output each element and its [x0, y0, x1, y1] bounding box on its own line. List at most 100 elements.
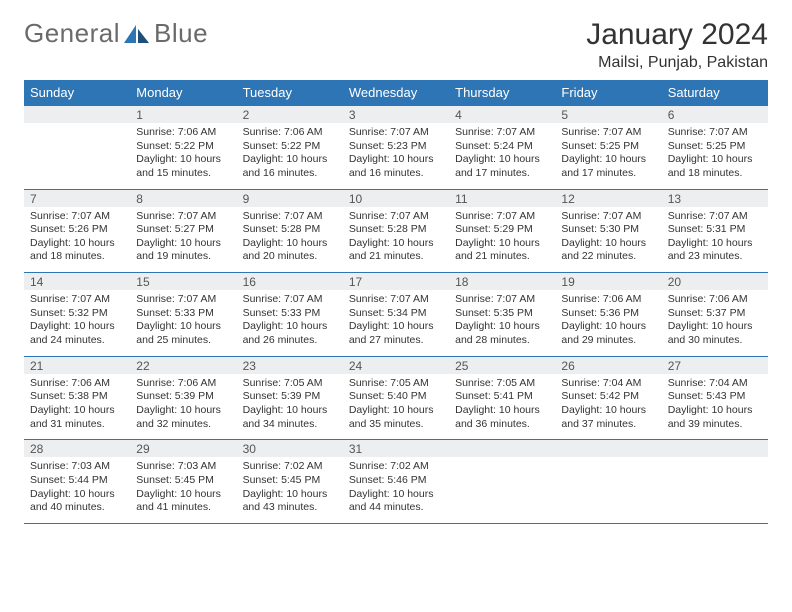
daylight-text: Daylight: 10 hours and 37 minutes.	[561, 404, 655, 431]
sunrise-text: Sunrise: 7:05 AM	[455, 377, 549, 391]
sunrise-text: Sunrise: 7:06 AM	[668, 293, 762, 307]
day-detail: Sunrise: 7:07 AMSunset: 5:35 PMDaylight:…	[449, 290, 555, 356]
day-detail: Sunrise: 7:05 AMSunset: 5:40 PMDaylight:…	[343, 374, 449, 440]
logo-text-blue: Blue	[154, 18, 208, 49]
dow-thursday: Thursday	[449, 80, 555, 106]
calendar-table: Sunday Monday Tuesday Wednesday Thursday…	[24, 80, 768, 524]
day-detail: Sunrise: 7:07 AMSunset: 5:25 PMDaylight:…	[662, 123, 768, 189]
day-detail: Sunrise: 7:07 AMSunset: 5:33 PMDaylight:…	[130, 290, 236, 356]
day-number: 4	[449, 106, 555, 124]
sunset-text: Sunset: 5:37 PM	[668, 307, 762, 321]
day-number: 26	[555, 356, 661, 374]
day-number: 3	[343, 106, 449, 124]
day-detail: Sunrise: 7:07 AMSunset: 5:33 PMDaylight:…	[237, 290, 343, 356]
logo-text-general: General	[24, 18, 120, 49]
daylight-text: Daylight: 10 hours and 23 minutes.	[668, 237, 762, 264]
sunrise-text: Sunrise: 7:03 AM	[136, 460, 230, 474]
daylight-text: Daylight: 10 hours and 31 minutes.	[30, 404, 124, 431]
day-detail: Sunrise: 7:07 AMSunset: 5:23 PMDaylight:…	[343, 123, 449, 189]
daylight-text: Daylight: 10 hours and 39 minutes.	[668, 404, 762, 431]
dow-monday: Monday	[130, 80, 236, 106]
day-number: 19	[555, 273, 661, 291]
sunrise-text: Sunrise: 7:07 AM	[243, 293, 337, 307]
sunrise-text: Sunrise: 7:07 AM	[30, 210, 124, 224]
day-number: 10	[343, 189, 449, 207]
sunset-text: Sunset: 5:22 PM	[136, 140, 230, 154]
daylight-text: Daylight: 10 hours and 34 minutes.	[243, 404, 337, 431]
day-detail	[449, 457, 555, 523]
day-detail: Sunrise: 7:05 AMSunset: 5:41 PMDaylight:…	[449, 374, 555, 440]
sunrise-text: Sunrise: 7:02 AM	[243, 460, 337, 474]
detail-row: Sunrise: 7:03 AMSunset: 5:44 PMDaylight:…	[24, 457, 768, 523]
day-detail	[555, 457, 661, 523]
day-detail: Sunrise: 7:06 AMSunset: 5:22 PMDaylight:…	[237, 123, 343, 189]
day-number: 31	[343, 440, 449, 458]
day-number: 23	[237, 356, 343, 374]
sunrise-text: Sunrise: 7:04 AM	[561, 377, 655, 391]
header: General Blue January 2024 Mailsi, Punjab…	[24, 18, 768, 72]
day-number: 30	[237, 440, 343, 458]
sunrise-text: Sunrise: 7:06 AM	[136, 377, 230, 391]
day-detail: Sunrise: 7:06 AMSunset: 5:36 PMDaylight:…	[555, 290, 661, 356]
sunset-text: Sunset: 5:33 PM	[243, 307, 337, 321]
day-number: 5	[555, 106, 661, 124]
sunset-text: Sunset: 5:30 PM	[561, 223, 655, 237]
sunset-text: Sunset: 5:32 PM	[30, 307, 124, 321]
day-number: 13	[662, 189, 768, 207]
day-detail: Sunrise: 7:07 AMSunset: 5:27 PMDaylight:…	[130, 207, 236, 273]
sunrise-text: Sunrise: 7:07 AM	[668, 126, 762, 140]
daylight-text: Daylight: 10 hours and 44 minutes.	[349, 488, 443, 515]
daynum-row: 14151617181920	[24, 273, 768, 291]
sunrise-text: Sunrise: 7:04 AM	[668, 377, 762, 391]
daylight-text: Daylight: 10 hours and 16 minutes.	[349, 153, 443, 180]
sunrise-text: Sunrise: 7:07 AM	[455, 126, 549, 140]
daynum-row: 28293031	[24, 440, 768, 458]
day-number: 1	[130, 106, 236, 124]
sunset-text: Sunset: 5:27 PM	[136, 223, 230, 237]
sunrise-text: Sunrise: 7:07 AM	[349, 126, 443, 140]
sunset-text: Sunset: 5:22 PM	[243, 140, 337, 154]
daylight-text: Daylight: 10 hours and 20 minutes.	[243, 237, 337, 264]
daylight-text: Daylight: 10 hours and 22 minutes.	[561, 237, 655, 264]
day-number: 22	[130, 356, 236, 374]
day-number: 25	[449, 356, 555, 374]
daylight-text: Daylight: 10 hours and 17 minutes.	[561, 153, 655, 180]
day-number: 6	[662, 106, 768, 124]
logo: General Blue	[24, 18, 208, 49]
daylight-text: Daylight: 10 hours and 28 minutes.	[455, 320, 549, 347]
day-number: 21	[24, 356, 130, 374]
calendar-body: 123456Sunrise: 7:06 AMSunset: 5:22 PMDay…	[24, 106, 768, 524]
daylight-text: Daylight: 10 hours and 21 minutes.	[455, 237, 549, 264]
sunrise-text: Sunrise: 7:07 AM	[455, 210, 549, 224]
day-number	[555, 440, 661, 458]
day-detail: Sunrise: 7:07 AMSunset: 5:25 PMDaylight:…	[555, 123, 661, 189]
day-detail	[24, 123, 130, 189]
sunset-text: Sunset: 5:25 PM	[668, 140, 762, 154]
sunset-text: Sunset: 5:33 PM	[136, 307, 230, 321]
sunset-text: Sunset: 5:46 PM	[349, 474, 443, 488]
sunrise-text: Sunrise: 7:07 AM	[668, 210, 762, 224]
day-number	[662, 440, 768, 458]
daylight-text: Daylight: 10 hours and 27 minutes.	[349, 320, 443, 347]
day-number: 29	[130, 440, 236, 458]
sunrise-text: Sunrise: 7:05 AM	[349, 377, 443, 391]
daylight-text: Daylight: 10 hours and 32 minutes.	[136, 404, 230, 431]
sunrise-text: Sunrise: 7:07 AM	[349, 210, 443, 224]
sunset-text: Sunset: 5:34 PM	[349, 307, 443, 321]
day-detail: Sunrise: 7:07 AMSunset: 5:28 PMDaylight:…	[237, 207, 343, 273]
day-number: 11	[449, 189, 555, 207]
detail-row: Sunrise: 7:07 AM Sunset: 5:32 PM Daylight:…	[24, 290, 768, 356]
month-title: January 2024	[586, 18, 768, 52]
daylight-text: Daylight: 10 hours and 21 minutes.	[349, 237, 443, 264]
day-detail: Sunrise: 7:07 AMSunset: 5:32 PMDaylight:…	[24, 290, 130, 356]
day-detail: Sunrise: 7:06 AMSunset: 5:38 PMDaylight:…	[24, 374, 130, 440]
sunset-text: Sunset: 5:39 PM	[136, 390, 230, 404]
sunrise-text: Sunrise: 7:07 AM	[561, 210, 655, 224]
sunset-text: Sunset: 5:28 PM	[243, 223, 337, 237]
day-detail: Sunrise: 7:03 AMSunset: 5:45 PMDaylight:…	[130, 457, 236, 523]
sunrise-text: Sunrise: 7:06 AM	[243, 126, 337, 140]
day-detail	[662, 457, 768, 523]
sunset-text: Sunset: 5:24 PM	[455, 140, 549, 154]
daylight-text: Daylight: 10 hours and 18 minutes.	[30, 237, 124, 264]
sunset-text: Sunset: 5:36 PM	[561, 307, 655, 321]
